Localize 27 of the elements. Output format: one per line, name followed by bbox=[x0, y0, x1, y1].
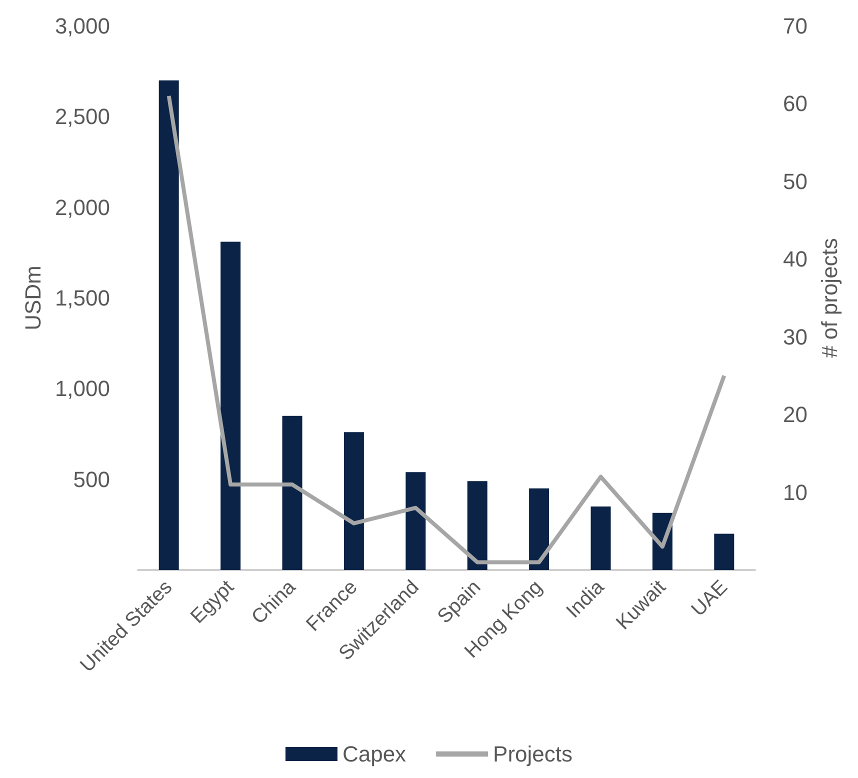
y2-tick-label: 10 bbox=[783, 480, 808, 505]
y2-tick-label: 40 bbox=[783, 246, 808, 272]
bar bbox=[344, 432, 364, 570]
y2-tick-label: 60 bbox=[783, 91, 808, 116]
y-tick-label: 3,000 bbox=[54, 14, 110, 38]
bar bbox=[529, 488, 550, 570]
y2-axis-title: # of projects bbox=[816, 238, 842, 358]
line-series bbox=[166, 94, 726, 564]
y-axis-title: USDm bbox=[20, 266, 46, 330]
bar bbox=[158, 80, 179, 570]
y2-tick-label: 50 bbox=[783, 168, 808, 194]
y-tick-label: 1,000 bbox=[54, 376, 110, 402]
y-tick-label: 500 bbox=[73, 466, 110, 492]
y-tick-label: 2,000 bbox=[54, 194, 110, 220]
y-tick-label: 2,500 bbox=[54, 104, 110, 130]
y2-tick-label: 30 bbox=[783, 324, 808, 350]
bar bbox=[714, 534, 734, 570]
bar bbox=[406, 472, 426, 570]
legend-label: Capex bbox=[342, 742, 406, 766]
bar bbox=[220, 242, 241, 570]
legend-label: Projects bbox=[493, 742, 573, 766]
bar bbox=[282, 416, 302, 570]
y2-tick-label: 70 bbox=[783, 14, 808, 38]
y-tick-label: 1,500 bbox=[54, 286, 110, 310]
bar bbox=[467, 481, 488, 570]
bar bbox=[590, 506, 611, 570]
y2-tick-label: 20 bbox=[783, 402, 808, 428]
